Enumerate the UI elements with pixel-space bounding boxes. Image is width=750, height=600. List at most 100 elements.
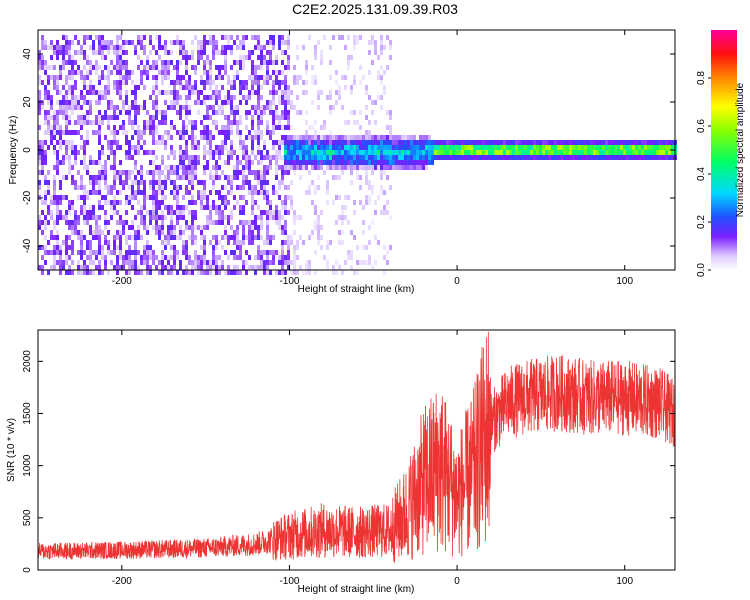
heatmap-cell <box>455 140 458 145</box>
heatmap-cell <box>353 135 356 140</box>
heatmap-cell <box>152 185 155 190</box>
heatmap-cell <box>98 245 101 250</box>
heatmap-cell <box>233 115 236 120</box>
heatmap-cell <box>362 165 365 170</box>
heatmap-cell <box>140 45 143 50</box>
heatmap-cell <box>494 140 497 145</box>
heatmap-cell <box>44 140 47 145</box>
heatmap-cell <box>221 45 224 50</box>
heatmap-cell <box>341 210 344 215</box>
heatmap-cell <box>284 210 287 215</box>
heatmap-cell <box>302 90 305 95</box>
heatmap-cell <box>215 270 218 275</box>
heatmap-cell <box>272 190 275 195</box>
heatmap-cell <box>65 210 68 215</box>
heatmap-cell <box>308 190 311 195</box>
heatmap-cell <box>311 75 314 80</box>
heatmap-cell <box>305 90 308 95</box>
heatmap-cell <box>365 175 368 180</box>
heatmap-cell <box>212 205 215 210</box>
heatmap-cell <box>173 265 176 270</box>
heatmap-cell <box>224 230 227 235</box>
heatmap-cell <box>188 175 191 180</box>
heatmap-cell <box>116 70 119 75</box>
heatmap-cell <box>230 150 233 155</box>
heatmap-cell <box>125 155 128 160</box>
heatmap-cell <box>95 100 98 105</box>
heatmap-cell <box>224 100 227 105</box>
heatmap-cell <box>71 220 74 225</box>
heatmap-cell <box>269 35 272 40</box>
heatmap-cell <box>191 85 194 90</box>
heatmap-cell <box>245 250 248 255</box>
heatmap-cell <box>89 60 92 65</box>
heatmap-cell <box>377 145 380 150</box>
heatmap-cell <box>134 250 137 255</box>
heatmap-cell <box>50 250 53 255</box>
heatmap-cell <box>176 215 179 220</box>
heatmap-cell <box>335 80 338 85</box>
heatmap-cell <box>227 95 230 100</box>
heatmap-cell <box>284 90 287 95</box>
heatmap-cell <box>107 190 110 195</box>
heatmap-cell <box>80 115 83 120</box>
heatmap-cell <box>224 175 227 180</box>
heatmap-cell <box>332 165 335 170</box>
heatmap-cell <box>257 140 260 145</box>
heatmap-cell <box>125 175 128 180</box>
heatmap-cell <box>566 150 569 155</box>
heatmap-cell <box>383 170 386 175</box>
heatmap-cell <box>212 185 215 190</box>
heatmap-cell <box>86 220 89 225</box>
heatmap-cell <box>383 245 386 250</box>
heatmap-cell <box>116 130 119 135</box>
heatmap-cell <box>293 75 296 80</box>
heatmap-cell <box>335 175 338 180</box>
heatmap-cell <box>287 100 290 105</box>
heatmap-cell <box>389 215 392 220</box>
heatmap-cell <box>296 270 299 275</box>
heatmap-cell <box>158 185 161 190</box>
heatmap-cell <box>188 165 191 170</box>
heatmap-cell <box>269 235 272 240</box>
heatmap-cell <box>215 260 218 265</box>
heatmap-cell <box>512 150 515 155</box>
heatmap-cell <box>290 205 293 210</box>
heatmap-cell <box>521 140 524 145</box>
heatmap-cell <box>272 85 275 90</box>
heatmap-cell <box>326 165 329 170</box>
heatmap-cell <box>302 140 305 145</box>
heatmap-cell <box>50 55 53 60</box>
heatmap-cell <box>461 155 464 160</box>
heatmap-cell <box>251 210 254 215</box>
heatmap-cell <box>500 140 503 145</box>
heatmap-cell <box>212 155 215 160</box>
heatmap-cell <box>191 40 194 45</box>
heatmap-cell <box>56 205 59 210</box>
heatmap-cell <box>44 95 47 100</box>
heatmap-cell <box>242 180 245 185</box>
heatmap-cell <box>77 40 80 45</box>
heatmap-cell <box>230 80 233 85</box>
heatmap-cell <box>41 80 44 85</box>
heatmap-cell <box>350 145 353 150</box>
heatmap-cell <box>254 155 257 160</box>
heatmap-cell <box>131 195 134 200</box>
heatmap-cell <box>239 210 242 215</box>
heatmap-cell <box>56 140 59 145</box>
heatmap-cell <box>53 175 56 180</box>
heatmap-cell <box>143 140 146 145</box>
heatmap-cell <box>269 105 272 110</box>
heatmap-cell <box>251 50 254 55</box>
heatmap-cell <box>497 150 500 155</box>
heatmap-cell <box>395 155 398 160</box>
heatmap-cell <box>137 170 140 175</box>
heatmap-cell <box>230 210 233 215</box>
heatmap-cell <box>56 165 59 170</box>
heatmap-cell <box>296 240 299 245</box>
heatmap-cell <box>143 195 146 200</box>
heatmap-cell <box>203 255 206 260</box>
heatmap-cell <box>419 145 422 150</box>
heatmap-cell <box>77 215 80 220</box>
heatmap-cell <box>110 60 113 65</box>
